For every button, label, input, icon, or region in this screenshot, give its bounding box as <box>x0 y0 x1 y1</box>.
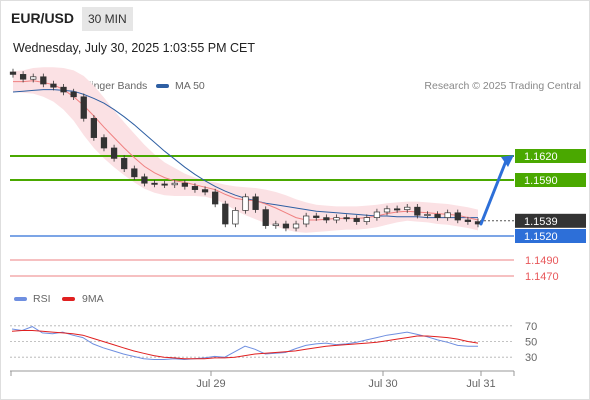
rsi-tick-label: 70 <box>525 321 537 333</box>
candle-body <box>60 86 67 93</box>
candle-body <box>242 196 249 211</box>
x-axis-tick-label: Jul 29 <box>196 378 225 390</box>
candle-body <box>110 147 118 159</box>
currency-pair: EUR/USD <box>11 10 75 26</box>
candle-body <box>373 211 381 218</box>
resistance-label-box-1 <box>515 173 586 187</box>
current-label-box-2 <box>515 213 586 228</box>
rsi-legend-label: RSI <box>33 293 51 305</box>
x-axis-tick-label: Jul 30 <box>368 378 397 390</box>
candle-body <box>323 217 330 221</box>
candle-body <box>252 196 259 210</box>
candle-body <box>272 223 279 226</box>
candle-body <box>454 212 461 221</box>
candle-body <box>262 209 269 226</box>
candle-body <box>70 91 77 98</box>
candle-body <box>424 214 431 216</box>
forecast-arrow-head <box>501 155 514 167</box>
candle-body <box>394 208 401 211</box>
support-label-5: 1.1470 <box>525 271 559 283</box>
candle-body <box>383 208 391 213</box>
candle-body <box>30 76 37 80</box>
rsi-line <box>11 326 478 361</box>
candle-body <box>19 74 27 80</box>
candle-body <box>464 219 472 222</box>
candle-body <box>201 189 209 193</box>
candle-body <box>161 183 168 186</box>
timeframe-badge[interactable]: 30 MIN <box>82 7 133 31</box>
ma50-legend-label: MA 50 <box>175 80 205 92</box>
pivot-label-box-3 <box>515 229 586 243</box>
candle-body <box>282 223 290 229</box>
timestamp: Wednesday, July 30, 2025 1:03:55 PM CET <box>13 41 256 55</box>
ma9-legend-swatch <box>62 297 75 301</box>
candle-body <box>414 206 421 216</box>
candle-body <box>9 71 17 75</box>
candle-body <box>50 83 57 88</box>
candle-body <box>353 218 360 222</box>
candle-body <box>100 137 108 149</box>
candle-body <box>80 96 87 119</box>
rsi-ma9-line <box>11 330 479 360</box>
candle-body <box>212 191 219 205</box>
resistance-label-box-0 <box>515 149 586 163</box>
candle-body <box>131 168 138 178</box>
candle-body <box>40 76 47 85</box>
candle-body <box>313 215 320 218</box>
rsi-tick-label: 50 <box>525 337 537 349</box>
candle-body <box>303 215 310 225</box>
current-label-2: 1.1539 <box>524 216 558 228</box>
candle-body <box>181 182 188 187</box>
candle-body <box>191 186 199 190</box>
resistance-label-1: 1.1590 <box>524 175 558 187</box>
candle-body <box>434 214 441 218</box>
candle-body <box>90 118 97 138</box>
candle-body <box>232 210 239 225</box>
candle-body <box>363 217 370 222</box>
forecast-arrow-shaft <box>479 159 508 226</box>
rsi-tick-label: 30 <box>525 352 537 364</box>
candle-body <box>444 212 451 218</box>
candle-body <box>141 176 148 184</box>
rsi-legend-swatch <box>14 297 27 301</box>
ma50-legend-swatch <box>156 84 169 88</box>
candle-body <box>121 158 128 170</box>
resistance-label-0: 1.1620 <box>524 151 558 163</box>
ma9-legend-label: 9MA <box>82 293 104 305</box>
support-label-4: 1.1490 <box>525 255 559 267</box>
candle-body <box>222 203 229 225</box>
candle-body <box>404 206 411 210</box>
candle-body <box>171 182 178 186</box>
candle-body <box>151 182 158 185</box>
x-axis-tick-label: Jul 31 <box>466 378 495 390</box>
research-credit: Research © 2025 Trading Central <box>424 80 581 92</box>
candle-body <box>292 223 300 229</box>
candle-body <box>333 217 340 221</box>
pivot-label-3: 1.1520 <box>524 231 558 243</box>
candle-body <box>343 217 350 220</box>
